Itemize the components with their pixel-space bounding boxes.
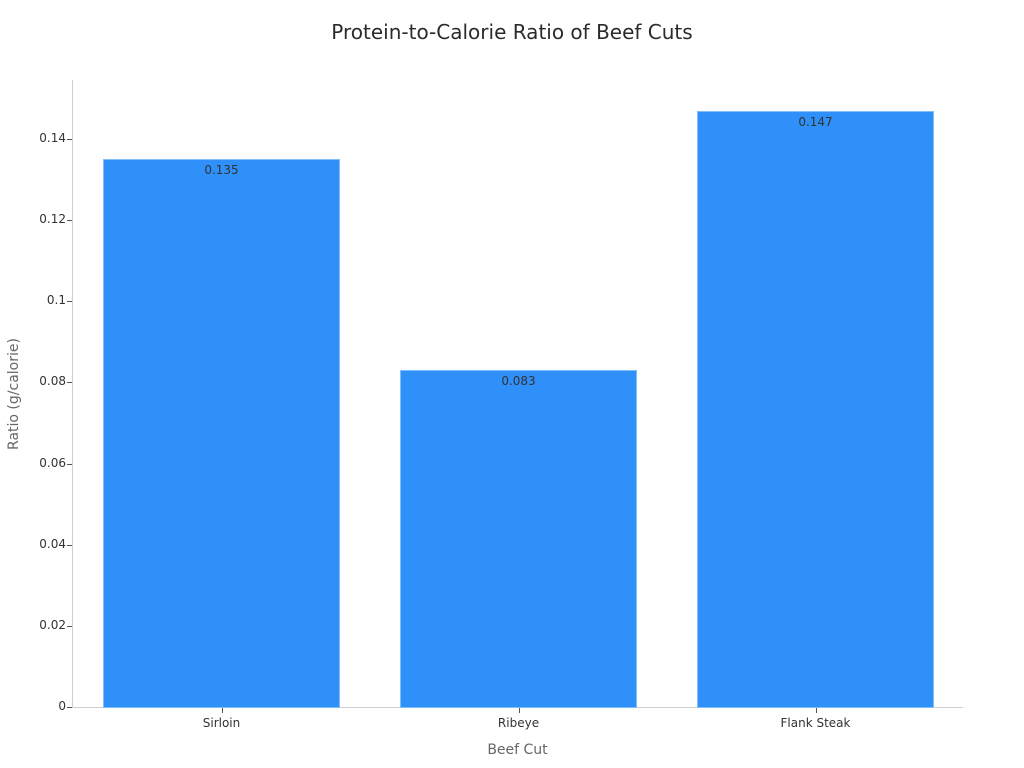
- y-axis-line: [72, 80, 73, 708]
- y-tick-mark: [67, 707, 72, 708]
- x-tick-mark: [815, 708, 817, 713]
- y-tick-label: 0.04: [39, 536, 66, 551]
- y-tick-mark: [67, 382, 72, 384]
- y-tick-label: 0.08: [39, 374, 66, 389]
- y-tick-label: 0.06: [39, 455, 66, 470]
- bar-value-label: 0.135: [204, 163, 239, 178]
- y-tick-mark: [67, 301, 72, 303]
- x-tick-mark: [221, 708, 223, 713]
- y-tick-mark: [67, 139, 72, 140]
- bar-sirloin: 0.135: [103, 159, 340, 708]
- y-tick-label: 0.1: [46, 293, 66, 308]
- x-tick-label: Ribeye: [497, 716, 540, 730]
- x-tick-mark: [518, 708, 520, 713]
- y-tick-label: 0: [58, 699, 66, 713]
- y-tick-mark: [67, 220, 72, 222]
- y-tick-label: 0.02: [39, 617, 66, 632]
- x-tick-label: Flank Steak: [780, 716, 851, 730]
- y-tick-mark: [67, 625, 72, 627]
- bar-ribeye: 0.083: [400, 370, 637, 708]
- y-tick-label: 0.14: [39, 131, 66, 145]
- x-axis-label: Beef Cut: [487, 742, 548, 758]
- chart-title: Protein-to-Calorie Ratio of Beef Cuts: [331, 20, 693, 44]
- x-tick-label: Sirloin: [202, 716, 241, 730]
- y-tick-mark: [67, 544, 72, 546]
- bar-flank-steak: 0.147: [697, 110, 934, 708]
- y-tick-mark: [67, 463, 72, 465]
- bar-value-label: 0.147: [798, 114, 833, 129]
- y-tick-label: 0.12: [39, 212, 66, 227]
- y-axis-label: Ratio (g/calorie): [6, 338, 22, 450]
- bar-value-label: 0.083: [501, 374, 536, 389]
